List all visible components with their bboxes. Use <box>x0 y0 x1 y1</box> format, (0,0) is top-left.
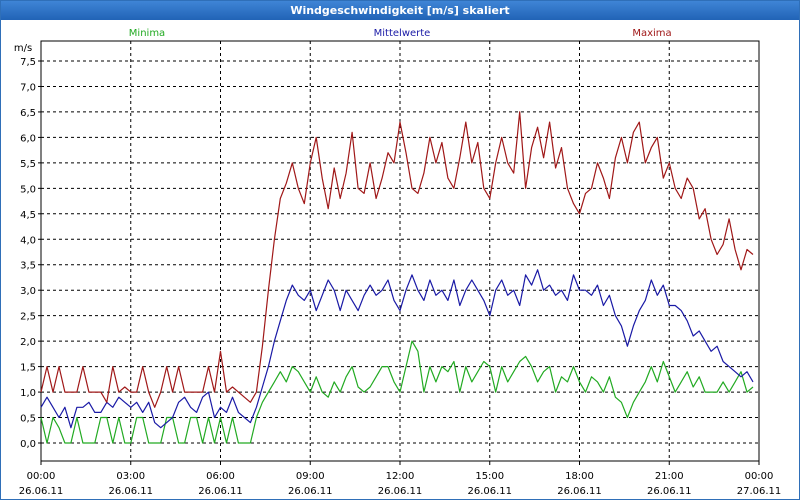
x-tick-date-label: 26.06.11 <box>108 486 153 497</box>
window-title: Windgeschwindigkeit [m/s] skaliert <box>1 1 799 20</box>
x-tick-time-label: 12:00 <box>386 471 415 482</box>
x-tick-date-label: 26.06.11 <box>19 486 64 497</box>
y-tick-label: 3,5 <box>20 261 36 272</box>
series-line-maxima <box>40 111 754 408</box>
y-tick-label: 2,5 <box>20 312 36 323</box>
x-tick-time-label: 18:00 <box>565 471 594 482</box>
x-tick-date-label: 26.06.11 <box>288 486 333 497</box>
y-tick-label: 1,5 <box>20 363 36 374</box>
x-tick-time-label: 15:00 <box>475 471 504 482</box>
y-tick-label: 3,0 <box>20 286 36 297</box>
y-tick-label: 5,5 <box>20 159 36 170</box>
y-tick-label: 1,0 <box>20 388 36 399</box>
x-tick-time-label: 06:00 <box>206 471 235 482</box>
x-tick-time-label: 03:00 <box>116 471 145 482</box>
legend-mittelwerte: Mittelwerte <box>374 28 431 39</box>
y-tick-label: 7,5 <box>20 57 36 68</box>
y-tick-label: 6,0 <box>20 133 36 144</box>
x-tick-time-label: 00:00 <box>745 471 774 482</box>
legend-minima: Minima <box>129 28 165 39</box>
series-line-minima <box>40 340 754 444</box>
y-axis-label: m/s <box>14 43 32 54</box>
x-tick-time-label: 21:00 <box>655 471 684 482</box>
x-tick-date-label: 26.06.11 <box>647 486 692 497</box>
legend-maxima: Maxima <box>632 28 671 39</box>
x-tick-date-label: 26.06.11 <box>557 486 602 497</box>
series-line-mittelwerte <box>40 269 754 429</box>
y-tick-label: 6,5 <box>20 108 36 119</box>
x-tick-date-label: 26.06.11 <box>378 486 423 497</box>
y-tick-label: 4,0 <box>20 235 36 246</box>
y-tick-label: 4,5 <box>20 210 36 221</box>
y-tick-label: 2,0 <box>20 337 36 348</box>
y-tick-label: 7,0 <box>20 82 36 93</box>
x-tick-date-label: 26.06.11 <box>467 486 512 497</box>
y-tick-label: 0,5 <box>20 414 36 425</box>
y-tick-label: 0,0 <box>20 439 36 450</box>
x-tick-time-label: 00:00 <box>27 471 56 482</box>
x-tick-date-label: 26.06.11 <box>198 486 243 497</box>
y-tick-label: 5,0 <box>20 184 36 195</box>
x-tick-date-label: 27.06.11 <box>737 486 782 497</box>
x-tick-time-label: 09:00 <box>296 471 325 482</box>
